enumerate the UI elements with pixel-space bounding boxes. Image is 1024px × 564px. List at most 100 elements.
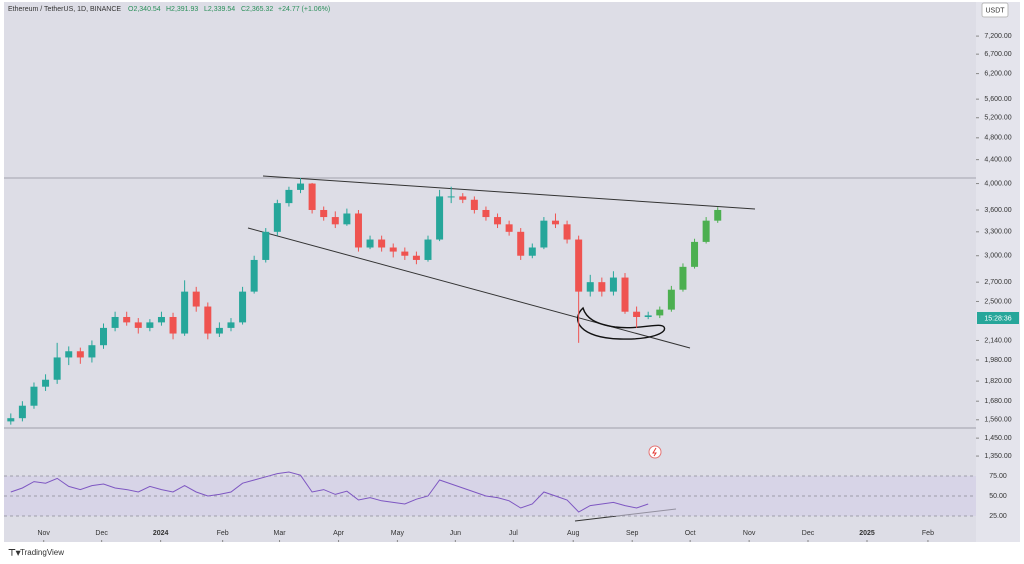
x-tick-label: 2024 (153, 530, 169, 537)
y-tick-label: 5,200.00 (984, 115, 1011, 122)
y-tick-label: 3,600.00 (984, 207, 1011, 214)
y-tick-label: 25.00 (989, 513, 1007, 520)
x-tick-label: Apr (333, 530, 345, 537)
candle-body (343, 213, 351, 225)
y-tick-label: 75.00 (989, 473, 1007, 480)
candle-body (366, 239, 374, 248)
candle-body (320, 209, 328, 218)
candle-body (227, 322, 235, 328)
candle-body (447, 196, 455, 198)
y-tick-label: 1,820.00 (984, 378, 1011, 385)
candle-body (609, 277, 617, 292)
candle-body (679, 266, 687, 290)
candle-body (656, 309, 664, 316)
candle-body (123, 316, 131, 323)
candle-body (621, 277, 629, 312)
y-tick-label: 4,000.00 (984, 180, 1011, 187)
highlight-ellipse (577, 306, 666, 340)
candle-body (285, 189, 293, 204)
candle-body (551, 220, 559, 225)
candle-body (644, 315, 652, 317)
candle-body (297, 183, 305, 190)
candle-body (157, 316, 165, 323)
candle-body (575, 239, 583, 292)
candle-body (192, 291, 200, 307)
ohlc-high: H2,391.93 (166, 6, 198, 13)
x-tick-label: 2025 (859, 530, 875, 537)
x-tick-label: Jul (509, 530, 518, 537)
price-axis-background (976, 2, 1020, 542)
candle-body (111, 316, 119, 328)
y-tick-label: 50.00 (989, 493, 1007, 500)
candle-body (262, 231, 270, 260)
logo: ⊤▾ (8, 547, 21, 557)
y-tick-label: 3,300.00 (984, 229, 1011, 236)
symbol: Ethereum / TetherUS, 1D, BINANCE (8, 6, 121, 13)
x-tick-label: Dec (95, 530, 108, 537)
candle-body (389, 247, 397, 252)
rsi-line (10, 471, 649, 513)
countdown: 15:28:36 (984, 315, 1011, 322)
x-tick-label: Nov (37, 530, 50, 537)
candle-body (598, 282, 606, 292)
change: +24.77 (+1.06%) (278, 6, 330, 13)
candle-body (273, 203, 281, 232)
trendline-upper (262, 175, 756, 210)
candle-body (528, 247, 536, 256)
y-tick-label: 4,800.00 (984, 135, 1011, 142)
candle-body (30, 386, 38, 406)
candle-body (540, 220, 548, 248)
ohlc-low: L2,339.54 (204, 6, 235, 13)
x-tick-label: Oct (685, 530, 696, 537)
y-tick-label: 5,600.00 (984, 96, 1011, 103)
candle-body (18, 405, 26, 419)
candle-body (7, 418, 15, 422)
candle-body (714, 209, 722, 221)
candle-body (250, 259, 258, 292)
candle-body (354, 213, 362, 248)
candle-body (331, 217, 339, 225)
y-tick-label: 1,350.00 (984, 453, 1011, 460)
x-tick-label: May (391, 530, 405, 537)
trendline-lower (247, 227, 691, 349)
candle-body (667, 289, 675, 310)
y-tick-label: 2,140.00 (984, 337, 1011, 344)
countdown-tag (977, 312, 1019, 324)
candle-body (563, 224, 571, 240)
candle-body (424, 239, 432, 260)
candle-body (100, 327, 108, 346)
y-tick-label: 2,700.00 (984, 279, 1011, 286)
y-tick-label: 1,560.00 (984, 417, 1011, 424)
x-tick-label: Sep (626, 530, 639, 537)
currency[interactable]: USDT (985, 7, 1005, 14)
candle-body (494, 217, 502, 225)
currency-button[interactable] (981, 2, 1009, 18)
y-tick-label: 4,400.00 (984, 156, 1011, 163)
x-tick-label: Nov (743, 530, 756, 537)
y-tick-label: 1,450.00 (984, 435, 1011, 442)
candle-body (412, 255, 420, 260)
candle-body (459, 196, 467, 200)
candle-body (42, 379, 50, 387)
candle-body (76, 351, 84, 358)
candle-body (204, 306, 212, 334)
y-tick-label: 2,500.00 (984, 298, 1011, 305)
event-icon[interactable] (648, 445, 662, 459)
x-tick-label: Feb (922, 530, 934, 537)
candle-body (586, 282, 594, 292)
y-tick-label: 7,200.00 (984, 33, 1011, 40)
candle-body (470, 199, 478, 210)
y-tick-label: 3,000.00 (984, 253, 1011, 260)
candle-body (169, 316, 177, 334)
candle-body (517, 231, 525, 256)
y-tick-label: 1,680.00 (984, 398, 1011, 405)
candle-body (88, 345, 96, 358)
candle-body (436, 196, 444, 240)
candle-body (146, 322, 154, 328)
candle-body (181, 291, 189, 334)
ohlc-open: O2,340.54 (128, 6, 161, 13)
candle-body (215, 327, 223, 334)
ohlc-close: C2,365.32 (241, 6, 273, 13)
